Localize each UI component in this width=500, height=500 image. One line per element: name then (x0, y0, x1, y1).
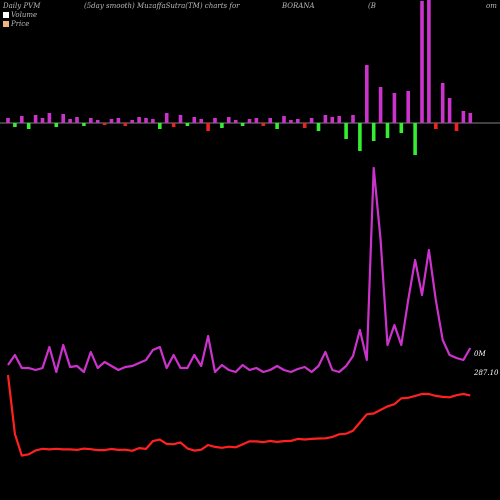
volume-bar (185, 123, 190, 126)
volume-bar (137, 117, 141, 123)
volume-bar (171, 123, 176, 127)
volume-bar (89, 118, 93, 123)
volume-bar (275, 123, 279, 129)
volume-bar (365, 65, 369, 123)
volume-bar (47, 113, 52, 123)
volume-bar (282, 116, 286, 123)
volume-bar (95, 120, 100, 123)
volume-bar (178, 115, 183, 123)
volume-bar (434, 123, 438, 129)
volume-bar (454, 123, 459, 131)
volume-bar (40, 118, 45, 123)
volume-bar (392, 93, 397, 123)
volume-bar (427, 0, 431, 123)
volume-bar (109, 119, 114, 123)
volume-bar (130, 120, 134, 123)
chart-symbol: BORANA (282, 2, 315, 10)
volume-bar (420, 1, 424, 123)
chart-title-right: (B (368, 2, 376, 10)
volume-bar (82, 123, 86, 126)
volume-bar (399, 123, 404, 133)
volume-bar (151, 119, 155, 123)
volume-bars (6, 0, 473, 155)
volume-bar (316, 123, 321, 131)
volume-bar (54, 123, 59, 127)
volume-bar (240, 123, 245, 126)
chart-title-mid: (5day smooth) MuzaffaSutra(TM) charts fo… (84, 2, 240, 10)
volume-value-label: 0M (474, 350, 486, 358)
volume-bar (61, 114, 65, 123)
volume-bar (33, 115, 38, 123)
volume-bar (337, 116, 341, 123)
volume-bar (68, 119, 72, 123)
volume-bar (358, 123, 362, 151)
legend-price: Price (3, 20, 29, 28)
volume-bar (330, 117, 335, 123)
volume-bar (296, 119, 300, 123)
volume-bar (302, 123, 307, 128)
volume-bar (289, 120, 293, 123)
volume-bar (220, 123, 224, 128)
volume-bar (413, 123, 417, 155)
legend-volume-swatch (3, 12, 9, 18)
volume-bar (447, 98, 452, 123)
volume-bar (158, 123, 162, 129)
volume-bar (116, 118, 121, 123)
volume-bar (247, 119, 252, 123)
price-value-label: 287.10 (474, 369, 499, 377)
price-line (6, 374, 471, 457)
volume-bar (344, 123, 348, 139)
volume-bar (468, 113, 473, 123)
legend-volume-label: Volume (11, 11, 38, 19)
volume-pvm-line (7, 166, 472, 374)
volume-bar (123, 123, 128, 126)
volume-bar (192, 117, 197, 123)
legend-price-swatch (3, 21, 9, 27)
legend-volume: Volume (3, 11, 37, 19)
volume-bar (406, 91, 410, 123)
volume-bar (213, 118, 217, 123)
volume-bar (351, 115, 355, 123)
volume-bar (199, 119, 203, 123)
volume-bar (164, 113, 169, 123)
chart-title-edge: om (486, 2, 497, 10)
volume-bar (20, 116, 24, 123)
volume-bar (75, 117, 79, 123)
volume-bar (385, 123, 390, 138)
volume-bar (227, 117, 231, 123)
volume-bar (13, 123, 17, 127)
volume-bar (323, 115, 328, 123)
volume-bar (233, 120, 238, 123)
volume-bar (206, 123, 210, 131)
volume-bar (268, 118, 272, 123)
volume-bar (440, 83, 445, 123)
volume-bar (254, 118, 259, 123)
volume-bar (261, 123, 266, 126)
volume-bar (378, 87, 383, 123)
legend-price-label: Price (11, 20, 30, 28)
volume-bar (102, 123, 107, 125)
volume-bar (309, 118, 314, 123)
volume-bar (461, 111, 466, 123)
volume-bar (144, 118, 148, 123)
volume-bar (6, 118, 10, 123)
volume-bar (371, 123, 376, 141)
chart-title-left: Daily PVM (3, 2, 41, 10)
volume-bar (26, 123, 31, 129)
